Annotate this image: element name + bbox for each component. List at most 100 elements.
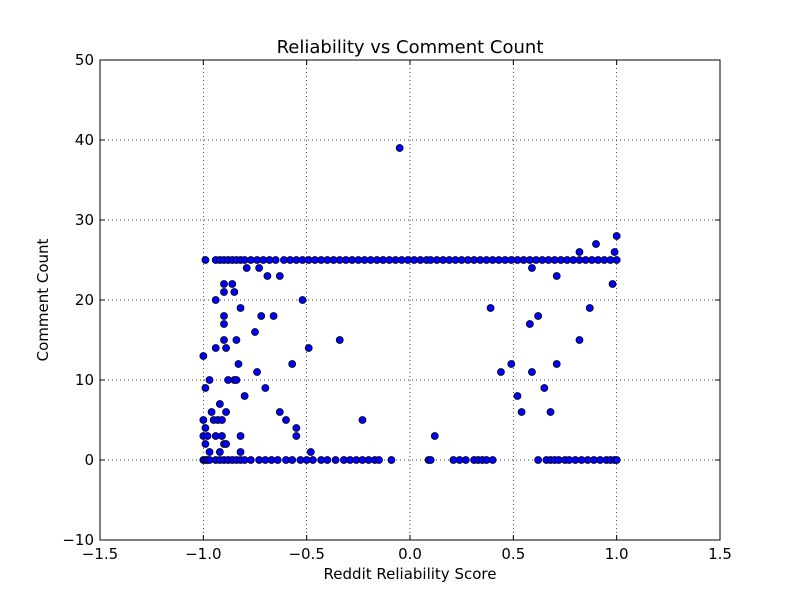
data-point — [271, 256, 280, 264]
data-point — [461, 456, 470, 464]
x-tick-label: −1.5 — [82, 545, 118, 563]
data-point — [203, 432, 212, 440]
data-point — [528, 264, 536, 272]
data-point — [552, 272, 561, 280]
data-point — [269, 312, 278, 320]
data-point — [375, 456, 383, 464]
data-point — [292, 432, 301, 440]
y-tick-label: 10 — [75, 371, 94, 389]
data-point — [222, 408, 230, 416]
data-point — [575, 248, 584, 256]
data-point — [199, 352, 208, 360]
x-tick-label: 1.0 — [605, 545, 629, 563]
data-point — [251, 328, 259, 336]
data-point — [236, 304, 245, 312]
data-point — [236, 432, 245, 440]
data-point — [292, 424, 301, 432]
y-tick-label: 20 — [75, 291, 94, 309]
data-point — [612, 232, 621, 240]
data-point — [205, 376, 214, 384]
data-point — [282, 416, 290, 424]
data-point — [288, 360, 297, 368]
data-point — [220, 288, 228, 296]
data-point — [207, 408, 216, 416]
x-tick-label: −0.5 — [288, 545, 324, 563]
data-point — [426, 456, 435, 464]
data-point — [246, 456, 255, 464]
data-point — [608, 280, 617, 288]
y-tick-label: 40 — [75, 131, 94, 149]
data-point — [257, 312, 266, 320]
data-point — [232, 376, 241, 384]
x-tick-label: 1.5 — [708, 545, 732, 563]
x-tick-label: 0.5 — [501, 545, 525, 563]
x-tick-label: 0.0 — [398, 545, 422, 563]
data-point — [201, 440, 210, 448]
y-tick-label: 50 — [75, 51, 94, 69]
data-point — [201, 424, 210, 432]
data-point — [430, 432, 439, 440]
data-point — [308, 456, 317, 464]
data-point — [253, 368, 261, 376]
data-points — [199, 144, 621, 464]
data-point — [323, 456, 332, 464]
data-point — [215, 448, 224, 456]
data-point — [222, 344, 230, 352]
y-axis-label: Comment Count — [34, 238, 52, 361]
y-tick-label: 0 — [84, 451, 94, 469]
data-point — [513, 392, 522, 400]
data-point — [612, 256, 621, 264]
data-point — [218, 416, 226, 424]
data-point — [220, 280, 228, 288]
data-point — [335, 336, 344, 344]
data-point — [236, 448, 245, 456]
data-point — [331, 456, 340, 464]
data-point — [220, 320, 228, 328]
data-point — [592, 240, 600, 248]
data-point — [298, 296, 307, 304]
data-point — [273, 456, 282, 464]
data-point — [534, 456, 543, 464]
data-point — [228, 280, 237, 288]
data-point — [528, 368, 536, 376]
data-point — [220, 312, 228, 320]
data-point — [199, 416, 208, 424]
data-point — [215, 400, 224, 408]
data-point — [205, 448, 214, 456]
data-point — [304, 344, 313, 352]
y-tick-label: −10 — [62, 531, 94, 549]
data-point — [288, 456, 297, 464]
data-point — [240, 392, 249, 400]
data-point — [486, 304, 495, 312]
data-point — [585, 304, 594, 312]
axis-ticks: −1.5 −1.0 −0.5 0.0 0.5 1.0 1.5 −10 0 10 20 30 40 50 — [62, 51, 732, 563]
data-point — [255, 264, 264, 272]
data-point — [275, 408, 284, 416]
grid-lines — [99, 59, 721, 541]
data-point — [275, 272, 284, 280]
data-point — [211, 344, 220, 352]
data-point — [540, 384, 549, 392]
data-point — [387, 456, 396, 464]
data-point — [546, 408, 555, 416]
data-point — [222, 440, 230, 448]
data-point — [534, 312, 543, 320]
y-tick-label: 30 — [75, 211, 94, 229]
data-point — [263, 272, 272, 280]
x-tick-label: −1.0 — [185, 545, 221, 563]
data-point — [507, 360, 516, 368]
x-axis-label: Reddit Reliability Score — [324, 565, 497, 583]
chart-title: Reliability vs Comment Count — [277, 37, 544, 58]
data-point — [201, 256, 210, 264]
data-point — [497, 368, 505, 376]
data-point — [306, 448, 315, 456]
data-point — [220, 336, 228, 344]
data-point — [395, 144, 404, 152]
data-point — [211, 296, 220, 304]
data-point — [232, 336, 241, 344]
data-point — [242, 264, 251, 272]
data-point — [610, 248, 619, 256]
data-point — [230, 288, 239, 296]
data-point — [552, 360, 561, 368]
